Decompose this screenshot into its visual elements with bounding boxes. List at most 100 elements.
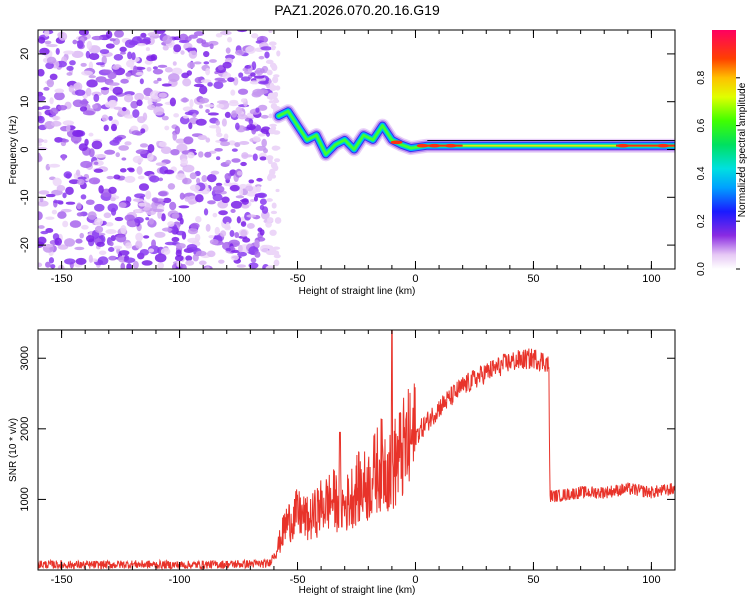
noise-blob: [92, 104, 98, 109]
noise-blob: [188, 34, 198, 39]
noise-blob: [275, 146, 281, 150]
noise-blob: [248, 262, 259, 269]
spectrogram-x-tick-label: -150: [51, 273, 73, 285]
noise-blob: [179, 217, 184, 225]
noise-blob: [273, 259, 280, 267]
noise-blob: [171, 236, 180, 243]
noise-blob: [251, 61, 257, 71]
noise-blob: [145, 217, 150, 221]
noise-blob: [230, 255, 240, 261]
signal-peak: [416, 143, 429, 148]
noise-blob: [162, 35, 173, 45]
noise-blob: [82, 110, 95, 116]
noise-blob: [158, 141, 167, 148]
noise-blob: [271, 64, 278, 71]
noise-blob: [269, 245, 274, 252]
noise-blob: [240, 229, 248, 237]
noise-blob: [274, 217, 282, 224]
noise-blob: [170, 149, 180, 156]
noise-blob: [160, 146, 172, 155]
noise-blob: [164, 125, 170, 131]
noise-blob: [238, 72, 244, 78]
noise-blob: [94, 203, 105, 212]
noise-blob: [143, 96, 150, 101]
noise-blob: [248, 118, 254, 125]
noise-blob: [223, 133, 229, 140]
snr-x-tick-label: 50: [527, 574, 539, 586]
noise-blob: [157, 64, 168, 68]
noise-blob: [103, 124, 109, 132]
noise-blob: [101, 114, 109, 122]
noise-blob: [152, 66, 158, 70]
noise-blob: [50, 264, 56, 269]
noise-blob: [189, 172, 197, 180]
noise-blob: [257, 227, 263, 233]
noise-blob: [167, 221, 175, 227]
noise-blob: [267, 217, 274, 223]
noise-blob: [148, 218, 155, 225]
noise-blob: [63, 171, 73, 179]
noise-blob: [227, 36, 233, 43]
noise-blob: [241, 154, 253, 158]
noise-blob: [235, 49, 245, 56]
noise-blob: [173, 113, 180, 118]
noise-blob: [212, 185, 225, 193]
noise-blob: [258, 55, 265, 60]
noise-blob: [207, 112, 219, 116]
noise-blob: [268, 172, 275, 178]
noise-blob: [134, 208, 142, 213]
noise-blob: [186, 243, 198, 251]
noise-blob: [269, 229, 277, 236]
noise-blob: [105, 30, 113, 39]
noise-blob: [261, 138, 267, 148]
noise-blob: [209, 59, 217, 63]
noise-blob: [105, 222, 114, 227]
noise-blob: [193, 83, 205, 88]
noise-blob: [141, 260, 153, 266]
noise-blob: [245, 46, 256, 54]
noise-blob: [55, 47, 60, 55]
noise-blob: [53, 200, 64, 204]
noise-blob: [85, 87, 92, 97]
noise-blob: [169, 201, 177, 211]
noise-blob: [270, 45, 277, 50]
noise-blob: [250, 72, 256, 77]
noise-blob: [50, 120, 62, 127]
noise-blob: [222, 61, 232, 69]
noise-blob: [45, 216, 55, 220]
noise-blob: [93, 168, 104, 173]
noise-blob: [193, 61, 202, 65]
noise-blob: [236, 216, 241, 224]
noise-blob: [161, 227, 173, 232]
noise-blob: [136, 43, 147, 47]
noise-blob: [138, 202, 147, 207]
noise-blob: [195, 250, 207, 257]
noise-blob: [160, 247, 171, 256]
noise-blob: [260, 126, 272, 135]
noise-blob: [94, 154, 107, 158]
noise-blob: [276, 50, 281, 57]
noise-blob: [114, 216, 124, 222]
noise-blob: [199, 97, 210, 104]
noise-blob: [65, 186, 74, 196]
noise-blob: [267, 158, 273, 165]
noise-blob: [88, 177, 101, 185]
noise-blob: [140, 32, 147, 38]
noise-blob: [168, 73, 180, 83]
noise-blob: [76, 202, 82, 210]
colorbar-ticks: 0.0 0.2 0.4 0.6 0.8: [696, 70, 740, 276]
noise-blob: [175, 173, 186, 181]
noise-blob: [236, 170, 243, 176]
spectrogram-y-tick-label: 0: [19, 146, 31, 152]
noise-blob: [268, 41, 277, 46]
noise-blob: [88, 75, 96, 79]
noise-blob: [112, 86, 124, 95]
noise-blob: [109, 139, 120, 146]
noise-blob: [40, 230, 49, 235]
noise-blob: [57, 104, 68, 111]
snr-y-tick-label: 1000: [19, 487, 31, 511]
noise-blob: [257, 133, 266, 137]
noise-blob: [225, 159, 232, 165]
noise-blob: [38, 153, 42, 162]
noise-blob: [115, 152, 120, 158]
